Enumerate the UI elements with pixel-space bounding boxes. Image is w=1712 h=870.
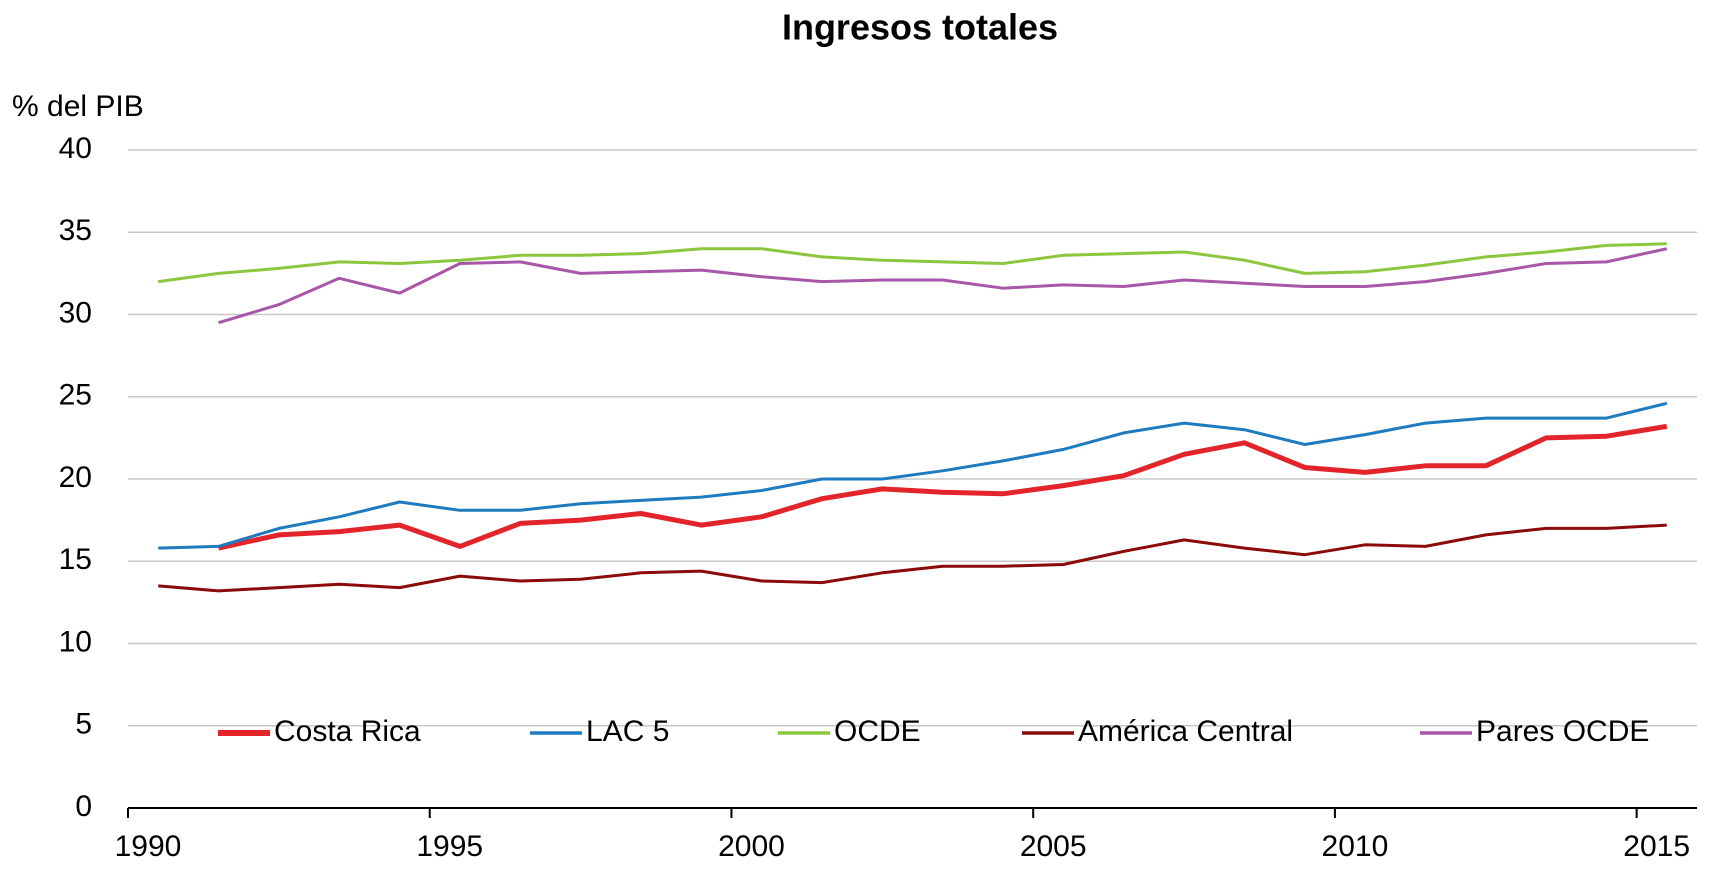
y-axis-label: % del PIB <box>12 90 144 123</box>
y-tick-label: 10 <box>59 625 92 658</box>
series-line <box>157 242 1667 284</box>
y-tick-label: 20 <box>59 461 92 494</box>
x-tick-label: 2000 <box>718 830 785 863</box>
x-tick-label: 2015 <box>1623 830 1690 863</box>
legend-label: Pares OCDE <box>1476 715 1649 748</box>
y-tick-label: 0 <box>75 790 92 823</box>
x-tick-label: 1995 <box>416 830 483 863</box>
y-tick-label: 40 <box>59 132 92 165</box>
x-tick-label: 2010 <box>1322 830 1389 863</box>
y-tick-label: 15 <box>59 543 92 576</box>
x-tick-label: 1990 <box>115 830 182 863</box>
y-tick-label: 5 <box>75 708 92 741</box>
chart-title: Ingresos totales <box>782 7 1058 48</box>
x-tick-label: 2005 <box>1020 830 1087 863</box>
series-line <box>158 523 1667 593</box>
legend-label: LAC 5 <box>586 715 669 748</box>
series-line <box>217 423 1668 551</box>
y-tick-label: 30 <box>59 296 92 329</box>
series-line <box>218 247 1668 325</box>
y-tick-label: 35 <box>59 214 92 247</box>
legend-label: América Central <box>1078 715 1293 748</box>
series-line <box>158 401 1668 550</box>
legend-label: Costa Rica <box>274 715 421 748</box>
legend-label: OCDE <box>834 715 921 748</box>
y-tick-label: 25 <box>59 379 92 412</box>
